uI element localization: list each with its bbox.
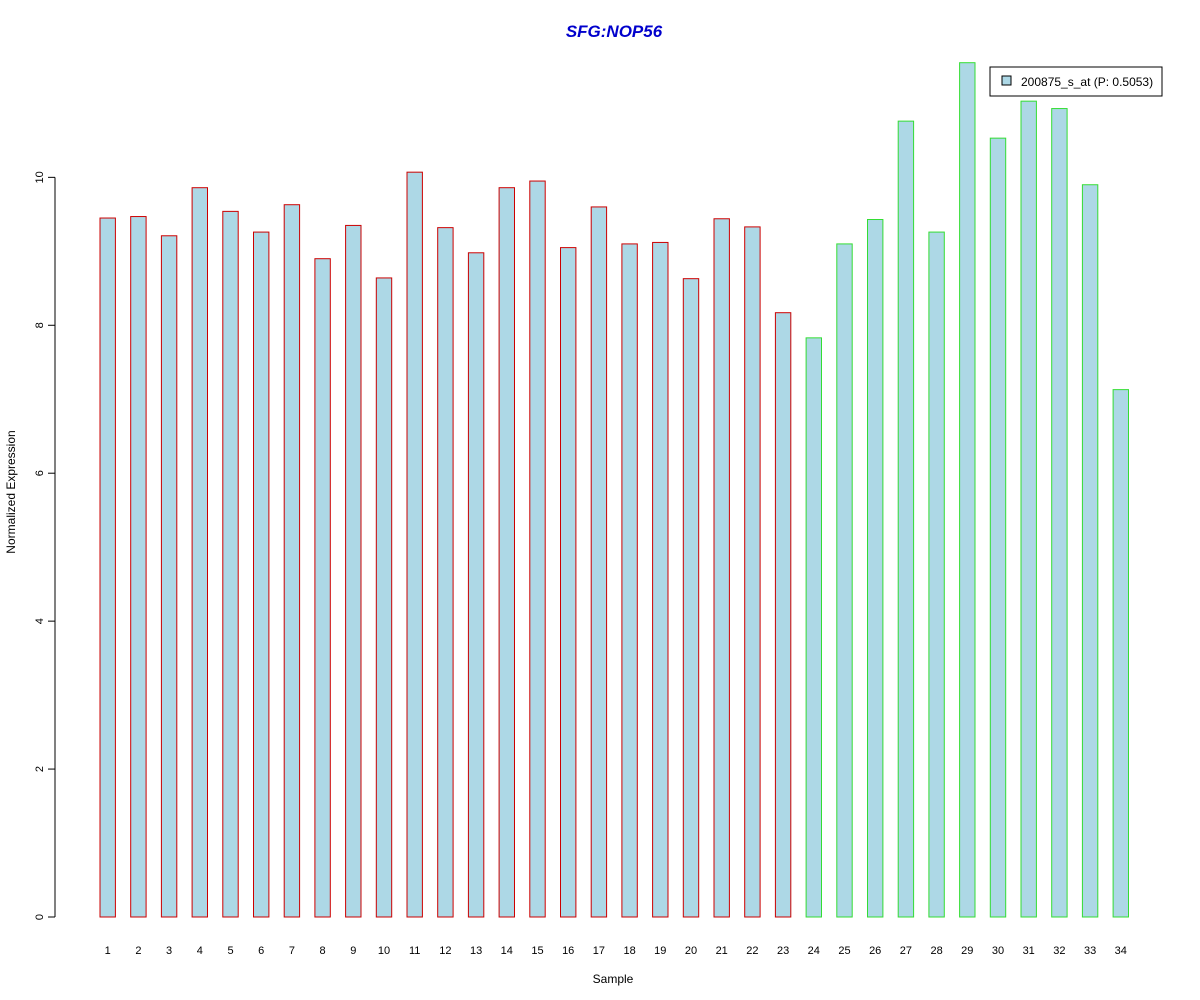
x-tick-label: 5 <box>227 945 233 957</box>
bar-sample-24 <box>805 337 822 918</box>
x-tick-label: 31 <box>1023 945 1035 957</box>
y-axis: 0 2 4 6 8 10 <box>34 171 56 920</box>
bar-sample-34 <box>1112 389 1129 918</box>
bar-sample-8 <box>314 258 331 918</box>
x-tick-label: 28 <box>930 945 942 957</box>
bar-sample-29 <box>959 62 976 918</box>
x-tick-label: 22 <box>746 945 758 957</box>
y-axis-label: Normalized Expression <box>4 430 18 553</box>
x-tick-label: 12 <box>439 945 451 957</box>
x-tick-label: 32 <box>1053 945 1065 957</box>
x-tick-label: 34 <box>1115 945 1127 957</box>
legend-swatch <box>1001 75 1012 86</box>
x-tick-label: 16 <box>562 945 574 957</box>
bar-sample-20 <box>682 278 700 918</box>
bar-sample-23 <box>774 312 792 918</box>
legend: 200875_s_at (P: 0.5053) <box>989 66 1163 97</box>
bar-sample-11 <box>406 171 423 918</box>
y-tick-label: 4 <box>34 618 46 624</box>
legend-box <box>989 66 1163 97</box>
bar-sample-6 <box>253 231 270 918</box>
bar-sample-28 <box>928 231 945 918</box>
x-tick-label: 13 <box>470 945 482 957</box>
x-tick-label: 26 <box>869 945 881 957</box>
y-tick-label: 10 <box>34 171 46 183</box>
x-tick-label: 19 <box>654 945 666 957</box>
bar-sample-10 <box>375 277 393 918</box>
x-tick-label: 2 <box>135 945 141 957</box>
bars <box>99 62 1129 918</box>
bar-sample-25 <box>836 243 853 918</box>
bar-sample-33 <box>1081 184 1099 918</box>
bar-sample-31 <box>1020 100 1037 918</box>
bar-sample-14 <box>498 187 516 918</box>
bar-sample-9 <box>345 224 362 918</box>
x-tick-label: 17 <box>593 945 605 957</box>
x-axis-label: Sample <box>593 972 634 986</box>
x-tick-label: 14 <box>501 945 513 957</box>
x-tick-label: 20 <box>685 945 697 957</box>
bar-sample-12 <box>437 227 454 918</box>
x-tick-label: 4 <box>197 945 203 957</box>
x-tick-label: 21 <box>716 945 728 957</box>
x-tick-label: 30 <box>992 945 1004 957</box>
x-tick-label: 6 <box>258 945 264 957</box>
bar-sample-13 <box>467 252 485 918</box>
bar-sample-21 <box>713 218 730 918</box>
x-tick-label: 15 <box>531 945 543 957</box>
y-tick-label: 6 <box>34 470 46 476</box>
bar-sample-2 <box>130 216 147 918</box>
y-tick-label: 8 <box>34 322 46 328</box>
x-tick-label: 24 <box>808 945 820 957</box>
x-tick-label: 8 <box>320 945 326 957</box>
x-axis-tick-labels: 1 2 3 4 5 6 7 8 9 10 11 12 13 14 15 16 17 18 19 20 21 22 23 24 2… <box>105 945 1127 957</box>
bar-sample-26 <box>867 219 884 918</box>
bar-sample-1 <box>99 217 116 918</box>
x-tick-label: 9 <box>350 945 356 957</box>
bar-sample-18 <box>621 243 638 918</box>
bar-sample-32 <box>1051 108 1068 918</box>
bar-sample-15 <box>529 180 546 918</box>
x-tick-label: 27 <box>900 945 912 957</box>
x-tick-label: 33 <box>1084 945 1096 957</box>
bar-sample-16 <box>560 247 577 918</box>
chart-title: SFG:NOP56 <box>566 22 663 41</box>
bar-sample-27 <box>897 120 915 918</box>
y-tick-label: 2 <box>34 766 46 772</box>
x-tick-label: 7 <box>289 945 295 957</box>
x-tick-label: 10 <box>378 945 390 957</box>
legend-entry-label: 200875_s_at (P: 0.5053) <box>1021 75 1153 89</box>
bar-sample-3 <box>160 235 178 918</box>
bar-sample-22 <box>744 226 761 918</box>
x-tick-label: 23 <box>777 945 789 957</box>
x-tick-label: 11 <box>409 945 420 957</box>
bar-sample-7 <box>283 204 301 918</box>
y-tick-label: 0 <box>34 914 46 920</box>
x-tick-label: 25 <box>838 945 850 957</box>
x-tick-label: 1 <box>105 945 111 957</box>
x-tick-label: 29 <box>961 945 973 957</box>
x-tick-label: 18 <box>623 945 635 957</box>
bar-sample-5 <box>222 210 239 918</box>
bar-sample-19 <box>652 241 669 918</box>
bar-sample-30 <box>989 137 1007 918</box>
bar-sample-17 <box>590 206 608 918</box>
x-tick-label: 3 <box>166 945 172 957</box>
bar-sample-4 <box>191 187 209 918</box>
